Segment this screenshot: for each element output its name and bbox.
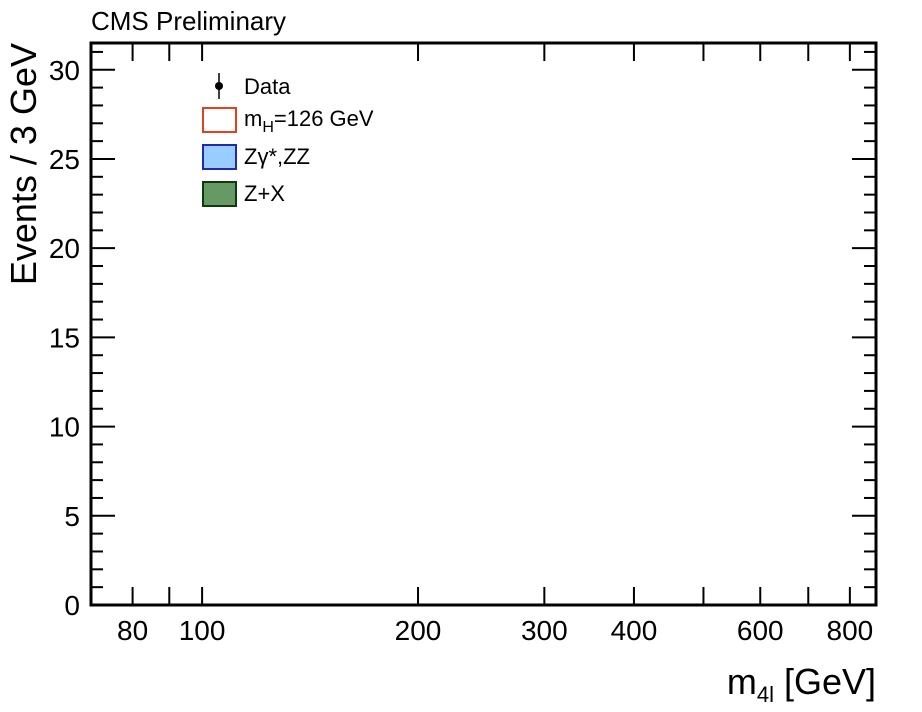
x-tick-label-200: 200 <box>395 615 442 646</box>
legend-swatch-zz <box>202 144 237 170</box>
x-tick-label-800: 800 <box>827 615 874 646</box>
y-tick-label-25: 25 <box>49 144 80 175</box>
x-tick-label-100: 100 <box>179 615 226 646</box>
y-tick-label-15: 15 <box>49 322 80 353</box>
legend: Data mH=126 GeV Zγ*,ZZ Z+X <box>202 73 374 207</box>
legend-swatch-zx <box>202 181 237 207</box>
legend-label-data: Data <box>244 74 291 99</box>
y-tick-label-5: 5 <box>64 501 80 532</box>
x-axis-title: m4l [GeV] <box>727 661 876 707</box>
x-tick-label-80: 80 <box>117 615 148 646</box>
x-axis-tick-labels: 80 100 200 300 400 600 800 <box>117 615 873 646</box>
y-tick-label-10: 10 <box>49 412 80 443</box>
legend-entry-zz: Zγ*,ZZ <box>202 144 310 170</box>
legend-label-signal: mH=126 GeV <box>244 106 374 136</box>
y-axis-ticks <box>91 50 876 606</box>
chart-header: CMS Preliminary <box>91 6 286 36</box>
legend-label-zx: Z+X <box>244 181 285 206</box>
plot-frame <box>89 41 878 607</box>
y-tick-label-30: 30 <box>49 55 80 86</box>
x-tick-label-400: 400 <box>611 615 658 646</box>
x-tick-label-300: 300 <box>521 615 568 646</box>
legend-swatch-signal <box>202 107 237 133</box>
x-tick-label-600: 600 <box>737 615 784 646</box>
y-axis-tick-labels: 0 5 10 15 20 25 30 <box>49 55 80 621</box>
x-axis-ticks <box>131 43 851 605</box>
legend-entry-data: Data <box>215 73 291 99</box>
legend-data-marker <box>215 82 223 90</box>
y-tick-label-20: 20 <box>49 233 80 264</box>
y-tick-label-0: 0 <box>64 590 80 621</box>
y-axis-title: Events / 3 GeV <box>3 43 44 285</box>
legend-entry-signal: mH=126 GeV <box>202 106 374 136</box>
legend-entry-zx: Z+X <box>202 181 285 207</box>
legend-label-zz: Zγ*,ZZ <box>244 144 310 169</box>
